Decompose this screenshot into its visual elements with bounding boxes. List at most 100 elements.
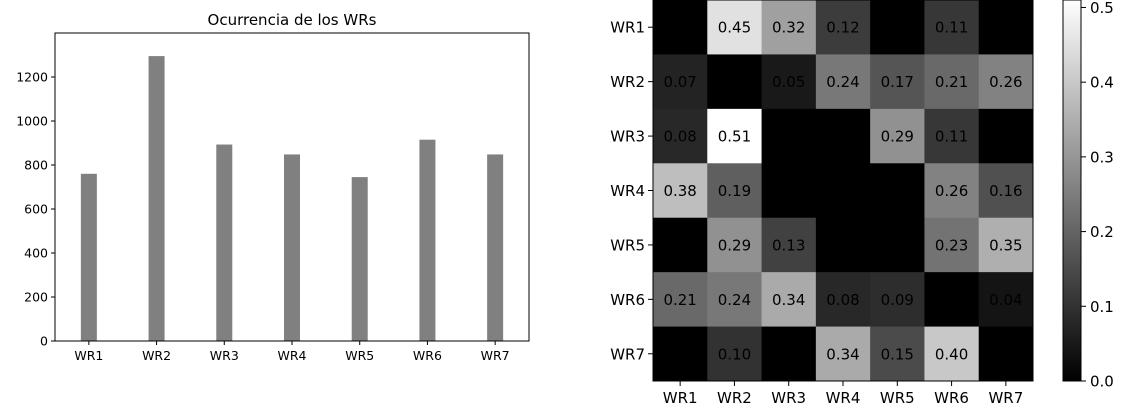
heatmap-cell — [815, 0, 871, 55]
heatmap-cell-label: 0.35 — [989, 236, 1022, 254]
heatmap-cell — [653, 326, 708, 382]
heatmap-cell-labels: 0.45 0.32 0.12 0.11 0.07 0.05 0.24 0.17 0.21 0.26… — [663, 19, 1022, 364]
heatmap-frame — [652, 0, 1034, 382]
heatmap-cell-label: 0.08 — [826, 291, 859, 309]
bar-x-tick-label: WR2 — [142, 348, 171, 363]
heatmap-cell — [707, 108, 763, 164]
heatmap-row-label: WR1 — [610, 19, 645, 37]
bar-y-tick-label: 400 — [24, 246, 48, 261]
heatmap-cell — [870, 54, 925, 110]
heatmap-cell — [707, 272, 763, 328]
heatmap-cell — [924, 272, 980, 328]
heatmap-column-label: WR4 — [826, 389, 861, 407]
heatmap-cell — [761, 163, 817, 219]
heatmap-cell — [707, 217, 763, 273]
heatmap-cell-label: 0.15 — [881, 345, 914, 363]
heatmap-row-axis: WR1 WR2 WR3 WR4 WR5 WR6 WR7 — [610, 19, 653, 363]
heatmap-chart: 0.45 0.32 0.12 0.11 0.07 0.05 0.24 0.17 0.21 0.26… — [610, 0, 1034, 407]
heatmap-cell-label: 0.04 — [989, 291, 1022, 309]
heatmap-cell — [761, 108, 817, 164]
heatmap-cell-label: 0.11 — [935, 128, 968, 146]
heatmap-cell — [707, 0, 763, 55]
heatmap-cell-label: 0.40 — [935, 345, 968, 363]
heatmap-cell — [653, 54, 708, 110]
bar-wr4 — [284, 154, 300, 341]
heatmap-cell-label: 0.32 — [772, 19, 805, 37]
heatmap-column-label: WR7 — [988, 389, 1023, 407]
colorbar-tick-label: 0.1 — [1090, 298, 1114, 316]
colorbar-tick-label: 0.5 — [1090, 0, 1114, 17]
heatmap-cell-label: 0.34 — [772, 291, 805, 309]
heatmap-cell — [924, 326, 980, 382]
heatmap-row-label: WR2 — [610, 73, 645, 91]
heatmap-column-label: WR5 — [880, 389, 915, 407]
heatmap-cell — [924, 54, 980, 110]
heatmap-cell — [870, 0, 925, 55]
colorbar-tick-label: 0.4 — [1090, 74, 1114, 92]
bar-x-tick-label: WR7 — [481, 348, 510, 363]
bar-y-tick-label: 1000 — [16, 114, 48, 129]
bar-y-tick-label: 600 — [24, 202, 48, 217]
bar-wr7 — [487, 154, 504, 341]
heatmap-cell-label: 0.24 — [718, 291, 751, 309]
bar-wr2 — [148, 56, 165, 341]
heatmap-cell-label: 0.45 — [718, 19, 751, 37]
heatmap-cell — [870, 108, 925, 164]
heatmap-cell-label: 0.51 — [718, 128, 751, 146]
heatmap-cell-label: 0.11 — [935, 19, 968, 37]
heatmap-cell — [870, 326, 925, 382]
heatmap-cell-label: 0.07 — [663, 73, 696, 91]
heatmap-cell — [761, 326, 817, 382]
heatmap-cell — [761, 217, 817, 273]
bar-wr5 — [351, 177, 368, 341]
heatmap-cell-label: 0.19 — [718, 182, 751, 200]
heatmap-cell — [978, 326, 1034, 382]
heatmap-cell — [653, 163, 708, 219]
heatmap-cell — [707, 326, 763, 382]
heatmap-cell-label: 0.29 — [718, 236, 751, 254]
heatmap-cell — [815, 163, 871, 219]
bar-y-tick-label: 1200 — [16, 70, 48, 85]
heatmap-cell-label: 0.21 — [663, 291, 696, 309]
heatmap-cell — [870, 163, 925, 219]
heatmap-cell-label: 0.26 — [935, 182, 968, 200]
colorbar-tick-label: 0.2 — [1090, 223, 1114, 241]
bar-chart: Ocurrencia de los WRs 0 200 400 600 800 1000 1… — [16, 11, 530, 363]
colorbar-tick-label: 0.3 — [1090, 148, 1114, 166]
bar-x-tick-label: WR1 — [74, 348, 103, 363]
bar-y-tick-label: 0 — [40, 334, 48, 349]
heatmap-cell-label: 0.34 — [826, 345, 859, 363]
heatmap-cell-label: 0.16 — [989, 182, 1022, 200]
heatmap-row-label: WR6 — [610, 291, 645, 309]
bar-wr3 — [216, 144, 233, 341]
heatmap-cell-label: 0.08 — [663, 128, 696, 146]
heatmap-cell — [653, 272, 708, 328]
heatmap-column-label: WR3 — [771, 389, 806, 407]
heatmap-cell-label: 0.13 — [772, 236, 805, 254]
bar-wr6 — [419, 139, 436, 341]
heatmap-row-label: WR4 — [610, 182, 645, 200]
heatmap-cell — [653, 0, 708, 55]
heatmap-cell-label: 0.38 — [663, 182, 696, 200]
colorbar-tick-label: 0.0 — [1090, 373, 1114, 391]
heatmap-cell-label: 0.23 — [935, 236, 968, 254]
heatmap-cell — [761, 272, 817, 328]
heatmap-cell — [924, 217, 980, 273]
bar-y-tick-label: 800 — [24, 158, 48, 173]
heatmap-cell — [815, 326, 871, 382]
heatmap-cell — [924, 108, 980, 164]
heatmap-cell — [707, 54, 763, 110]
bar-x-tick-label: WR4 — [278, 348, 307, 363]
heatmap-cell-label: 0.21 — [935, 73, 968, 91]
heatmap-cell — [978, 217, 1034, 273]
heatmap-cells — [653, 0, 1034, 382]
heatmap-cell-label: 0.10 — [718, 345, 751, 363]
heatmap-column-label: WR1 — [663, 389, 698, 407]
heatmap-cell — [870, 272, 925, 328]
heatmap-cell — [815, 54, 871, 110]
bar-chart-frame — [54, 32, 530, 342]
bar-x-tick-label: WR6 — [413, 348, 442, 363]
bar-x-tick-label: WR3 — [210, 348, 239, 363]
heatmap-cell-label: 0.05 — [772, 73, 805, 91]
heatmap-cell — [978, 163, 1034, 219]
